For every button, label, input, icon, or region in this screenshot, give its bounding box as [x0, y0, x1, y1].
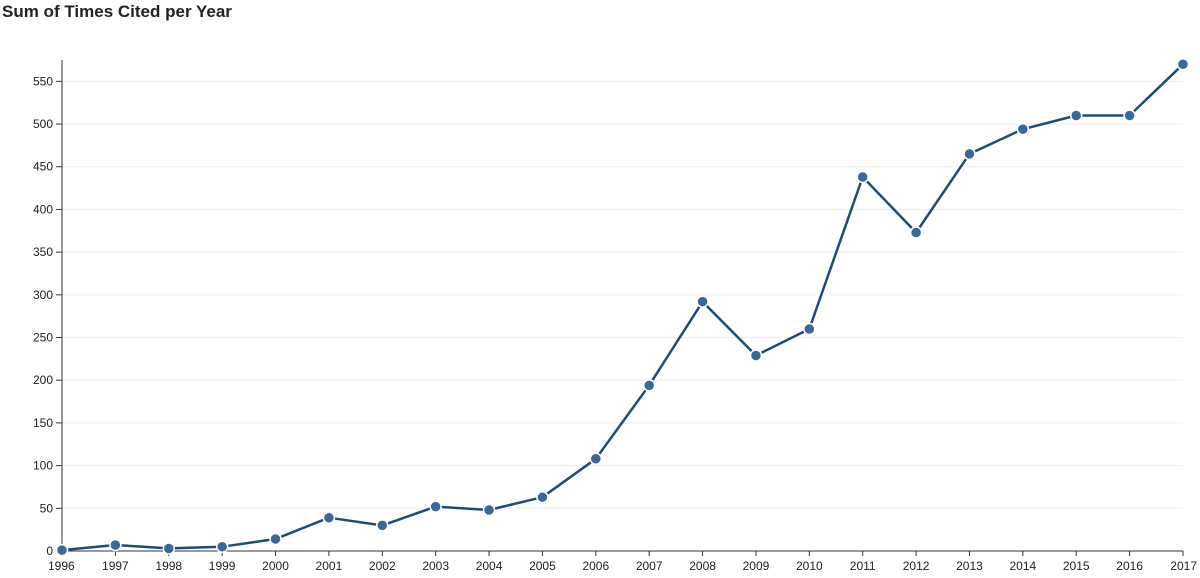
x-tick-label: 1996 — [48, 559, 75, 573]
x-tick-label: 2006 — [582, 559, 609, 573]
y-tick-label: 550 — [33, 74, 53, 88]
y-axis-ticks: 0 50 100 150 200 250 300 350 400 450 500 550 — [33, 74, 62, 558]
x-tick-label: 2011 — [850, 559, 876, 573]
data-point-2013[interactable] — [963, 147, 976, 161]
x-tick-label: 2007 — [636, 559, 663, 573]
y-tick-label: 350 — [33, 245, 53, 259]
x-tick-label: 2015 — [1063, 559, 1090, 573]
data-point-2008[interactable] — [696, 295, 709, 308]
x-tick-label: 2005 — [529, 559, 556, 573]
y-tick-label: 250 — [33, 331, 53, 345]
data-point-2007[interactable] — [642, 379, 656, 392]
data-point-2003[interactable] — [429, 500, 442, 513]
data-point-2012[interactable] — [909, 226, 923, 239]
data-point-2002[interactable] — [376, 519, 389, 532]
x-tick-label: 2009 — [743, 559, 770, 573]
series-line — [61, 63, 1184, 552]
x-tick-label: 2014 — [1010, 559, 1037, 573]
data-point-2006[interactable] — [589, 452, 603, 466]
data-point-2010[interactable] — [803, 322, 816, 336]
y-tick-label: 50 — [40, 501, 54, 515]
x-tick-label: 2004 — [476, 559, 503, 573]
x-tick-label: 1999 — [209, 559, 236, 573]
data-point-2009[interactable] — [749, 349, 763, 362]
x-tick-label: 2000 — [262, 559, 289, 573]
grid-lines — [62, 80, 1183, 509]
y-tick-label: 200 — [33, 373, 53, 387]
x-tick-label: 2017 — [1170, 559, 1197, 573]
data-point-2011[interactable] — [856, 170, 869, 184]
data-point-1999[interactable] — [215, 540, 229, 553]
x-tick-label: 1998 — [155, 559, 182, 573]
data-point-1998[interactable] — [162, 542, 176, 555]
x-tick-label: 2016 — [1116, 559, 1143, 573]
x-tick-label: 2002 — [369, 559, 396, 573]
data-point-1996[interactable] — [55, 543, 69, 557]
x-axis-ticks: 1996 1997 1998 1999 2000 2001 2002 2003 2004 2005… — [48, 551, 1197, 573]
y-tick-label: 500 — [33, 117, 53, 131]
x-tick-label: 2012 — [903, 559, 930, 573]
data-points — [55, 58, 1190, 557]
data-point-2001[interactable] — [322, 511, 336, 524]
data-point-2014[interactable] — [1016, 122, 1030, 136]
x-tick-label: 2003 — [422, 559, 449, 573]
x-tick-label: 2001 — [316, 559, 343, 573]
axes — [61, 60, 1183, 552]
data-point-2000[interactable] — [269, 532, 282, 546]
data-point-2017[interactable] — [1176, 58, 1190, 71]
x-tick-label: 1997 — [102, 559, 129, 573]
data-point-1997[interactable] — [109, 538, 122, 552]
data-point-2005[interactable] — [536, 490, 549, 504]
chart-title: Sum of Times Cited per Year — [2, 2, 232, 21]
y-tick-label: 100 — [33, 459, 53, 473]
y-tick-label: 450 — [33, 160, 53, 174]
data-point-2016[interactable] — [1123, 109, 1136, 122]
x-tick-label: 2010 — [796, 559, 823, 573]
y-tick-label: 150 — [33, 416, 53, 430]
y-tick-label: 400 — [33, 202, 53, 216]
data-point-2004[interactable] — [482, 503, 496, 517]
y-tick-label: 300 — [33, 288, 53, 302]
x-tick-label: 2013 — [956, 559, 983, 573]
data-point-2015[interactable] — [1069, 109, 1083, 122]
y-tick-label: 0 — [46, 544, 53, 558]
x-tick-label: 2008 — [689, 559, 716, 573]
